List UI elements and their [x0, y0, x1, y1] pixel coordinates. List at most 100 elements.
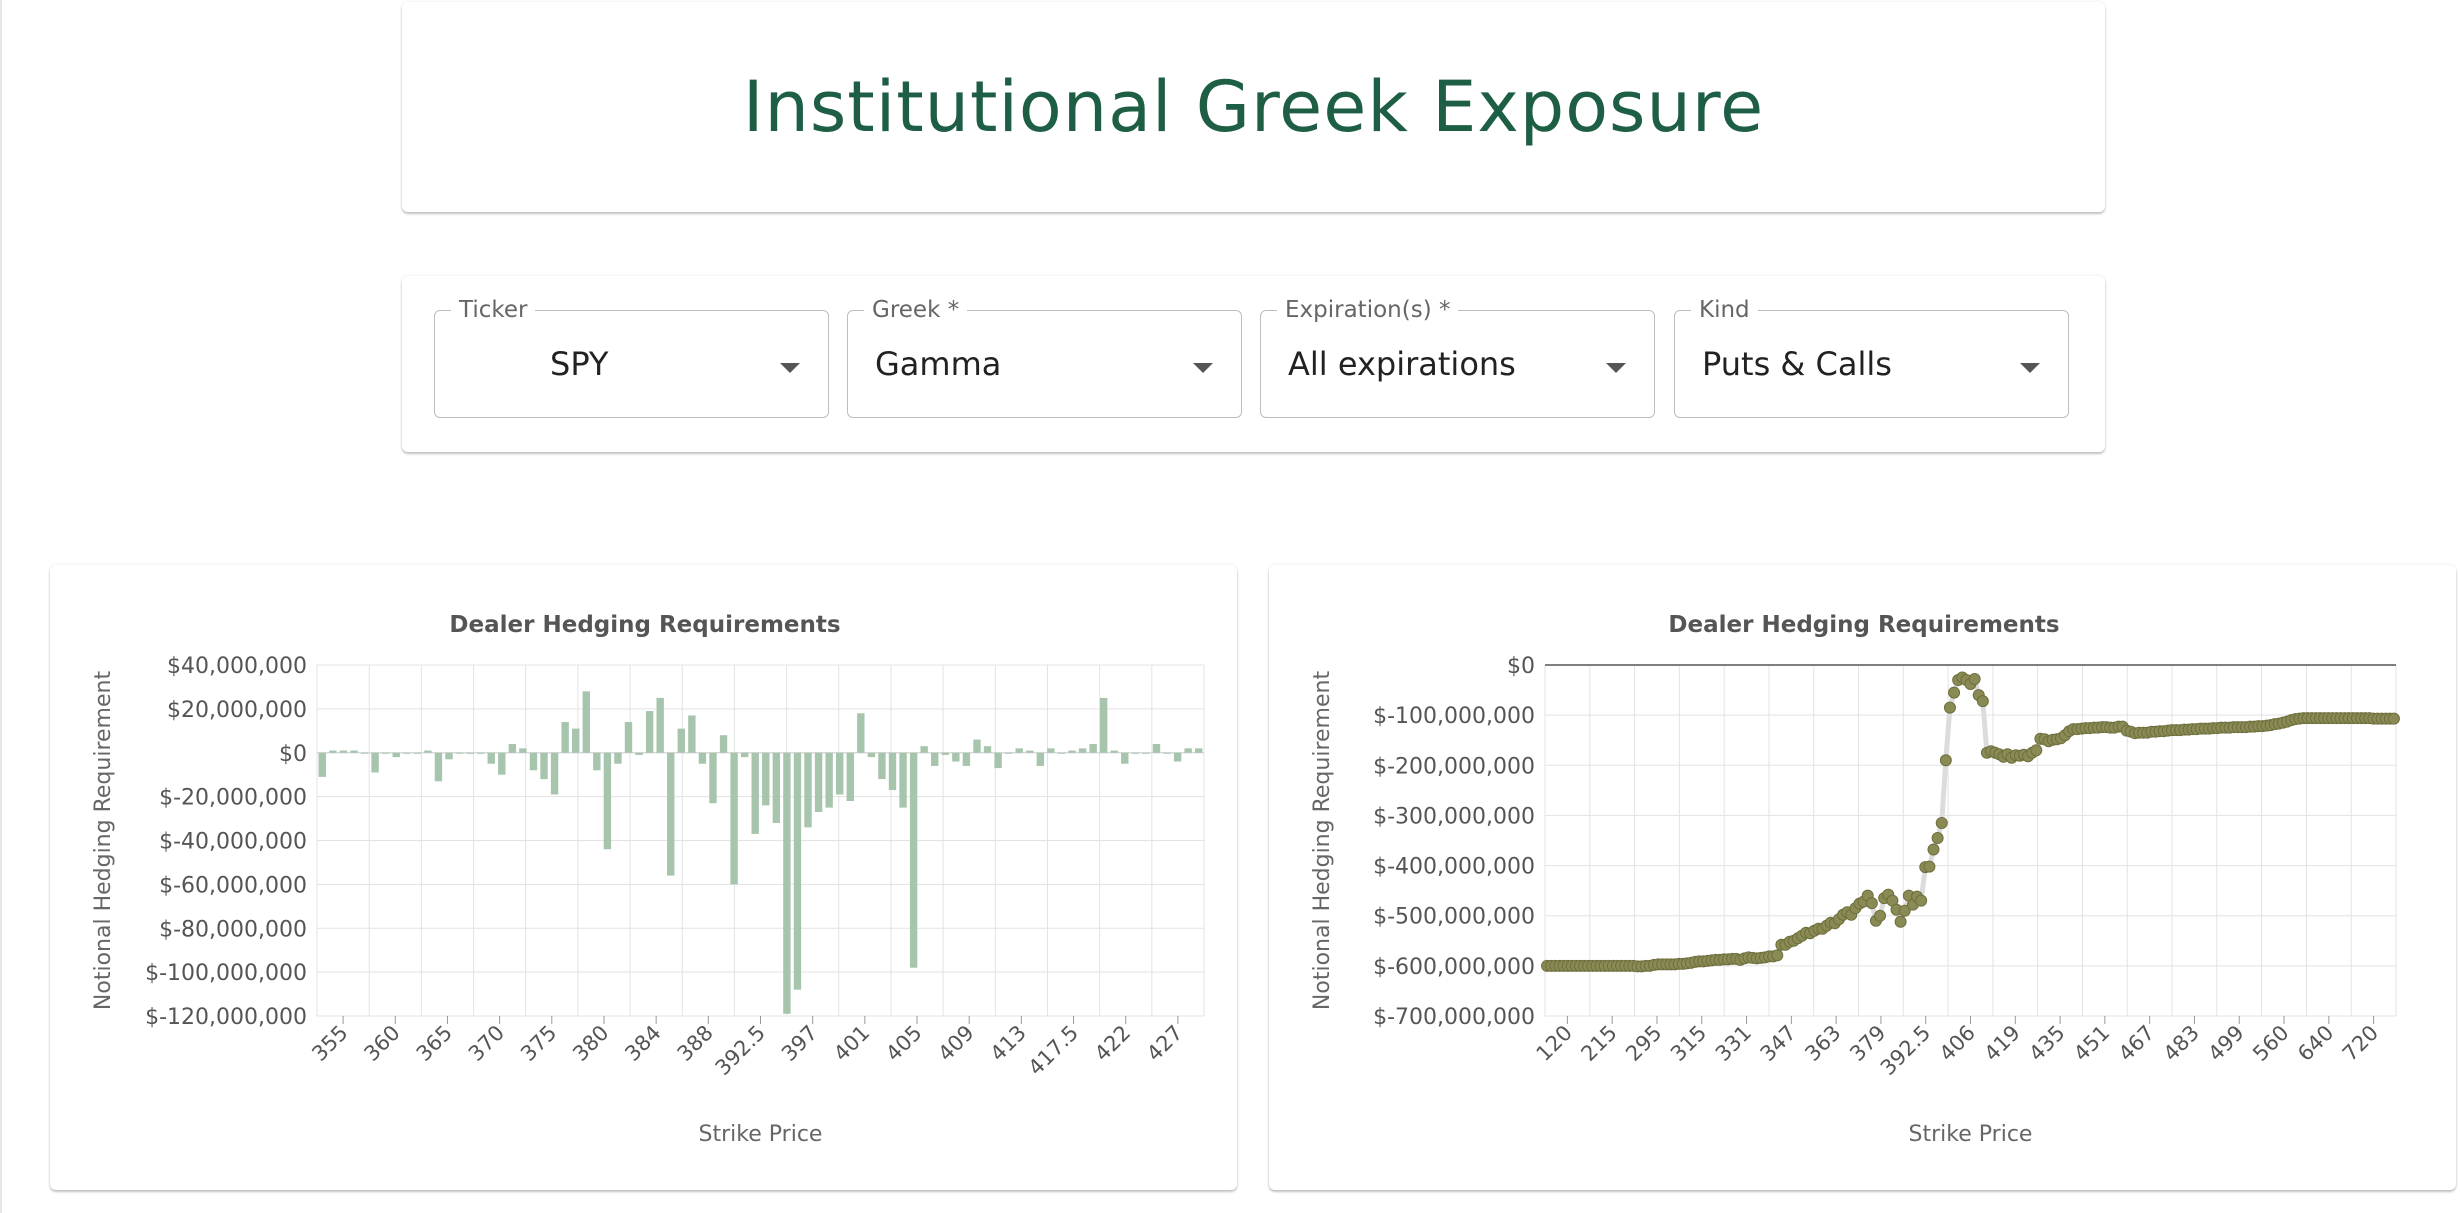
- bar: [983, 746, 992, 753]
- bar: [814, 752, 823, 812]
- x-tick-label: 380: [568, 1021, 613, 1066]
- chevron-down-icon[interactable]: [2020, 363, 2040, 373]
- data-point: [1771, 949, 1784, 962]
- page-title: Institutional Greek Exposure: [742, 66, 1765, 148]
- bar: [350, 750, 358, 753]
- bar: [1047, 748, 1055, 753]
- bar: [529, 752, 538, 771]
- x-tick-label: 392.5: [1876, 1021, 1935, 1080]
- kind-value: Puts & Calls: [1702, 345, 1892, 383]
- greek-label: Greek *: [864, 296, 968, 324]
- x-tick-label: 499: [2203, 1021, 2248, 1066]
- x-tick-label: 483: [2159, 1021, 2204, 1066]
- bar: [656, 697, 664, 753]
- bar: [1036, 752, 1045, 766]
- bar: [1026, 750, 1034, 753]
- bar: [1163, 752, 1171, 754]
- bar: [561, 722, 569, 753]
- x-tick-label: 215: [1576, 1021, 1621, 1066]
- bar: [888, 752, 897, 791]
- bar: [1068, 750, 1076, 753]
- title-card: Institutional Greek Exposure: [402, 2, 2105, 212]
- x-tick-label: 315: [1666, 1021, 1711, 1066]
- x-tick-label: 422: [1090, 1021, 1135, 1066]
- bar: [709, 752, 717, 804]
- chevron-down-icon[interactable]: [1193, 363, 1213, 373]
- y-tick-label: $0: [1507, 654, 1535, 679]
- bar: [572, 728, 580, 753]
- x-axis-title: Strike Price: [1909, 1122, 2033, 1147]
- bar: [498, 752, 506, 775]
- bar: [867, 752, 876, 758]
- data-point: [1968, 673, 1981, 686]
- kind-select[interactable]: Kind Puts & Calls: [1674, 296, 2069, 418]
- x-tick-label: 375: [516, 1021, 561, 1066]
- bar: [1184, 748, 1192, 753]
- x-tick-label: 355: [307, 1021, 352, 1066]
- bar: [698, 752, 707, 764]
- y-tick-label: $-100,000,000: [145, 961, 307, 986]
- bar: [1015, 748, 1023, 753]
- x-tick-label: 406: [1935, 1021, 1980, 1066]
- x-tick-label: 397: [777, 1021, 822, 1066]
- ticker-select[interactable]: Ticker SPY: [434, 296, 829, 418]
- data-point: [1894, 915, 1907, 928]
- bar: [751, 752, 759, 834]
- bar: [1089, 743, 1097, 753]
- bar: [487, 752, 495, 764]
- data-point: [1931, 831, 1944, 844]
- bar: [1099, 697, 1108, 753]
- bar: [413, 752, 422, 754]
- bar: [624, 722, 633, 753]
- bar: [804, 752, 812, 828]
- bar: [973, 739, 981, 753]
- bar: [1195, 748, 1203, 753]
- bar: [540, 752, 548, 780]
- bar: [603, 752, 612, 850]
- x-tick-label: 413: [986, 1021, 1031, 1066]
- bar: [762, 752, 770, 806]
- bar: [899, 752, 907, 808]
- bar: [455, 752, 464, 754]
- data-point: [1874, 909, 1887, 922]
- x-tick-label: 427: [1142, 1021, 1187, 1066]
- x-tick-label: 120: [1532, 1021, 1577, 1066]
- window-left-edge: [0, 0, 2, 1213]
- y-axis-title: Notional Hedging Requirement: [1310, 671, 1335, 1011]
- y-tick-label: $-400,000,000: [1373, 855, 1535, 880]
- chevron-down-icon[interactable]: [1606, 363, 1626, 373]
- x-tick-label: 370: [464, 1021, 509, 1066]
- x-tick-label: 401: [829, 1021, 874, 1066]
- expirations-select[interactable]: Expiration(s) * All expirations: [1260, 296, 1655, 418]
- x-tick-label: 435: [2024, 1021, 2069, 1066]
- x-tick-label: 295: [1621, 1021, 1666, 1066]
- y-tick-label: $-600,000,000: [1373, 955, 1535, 980]
- data-point: [1927, 843, 1940, 856]
- bar: [645, 711, 654, 753]
- y-tick-label: $-80,000,000: [159, 917, 307, 942]
- chevron-down-icon[interactable]: [780, 363, 800, 373]
- greek-select[interactable]: Greek * Gamma: [847, 296, 1242, 418]
- greek-value: Gamma: [875, 345, 1002, 383]
- bar: [318, 752, 326, 777]
- x-tick-label: 720: [2338, 1021, 2383, 1066]
- y-tick-label: $-20,000,000: [159, 786, 307, 811]
- bar: [952, 752, 960, 762]
- expirations-label: Expiration(s) *: [1277, 296, 1459, 324]
- bar: [783, 752, 791, 1014]
- bar: [424, 750, 432, 753]
- data-point: [1935, 816, 1948, 829]
- bar: [582, 691, 590, 753]
- data-point: [1976, 695, 1989, 708]
- bar: [392, 752, 400, 758]
- bar: [1121, 752, 1129, 764]
- x-tick-label: 363: [1800, 1021, 1845, 1066]
- x-tick-label: 360: [359, 1021, 404, 1066]
- data-point: [1865, 897, 1878, 910]
- x-axis-title: Strike Price: [699, 1122, 823, 1147]
- x-tick-label: 417.5: [1024, 1021, 1083, 1080]
- bar: [508, 743, 517, 753]
- y-tick-label: $-100,000,000: [1373, 704, 1535, 729]
- filters-card: Ticker SPY Greek * Gamma Expiration(s) *…: [402, 276, 2105, 452]
- bar: [1110, 750, 1118, 753]
